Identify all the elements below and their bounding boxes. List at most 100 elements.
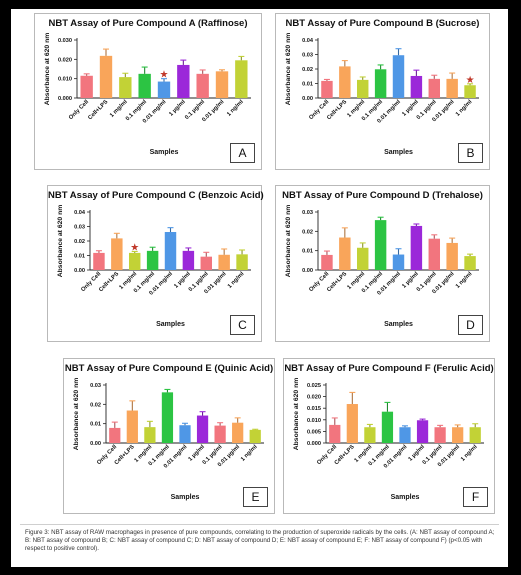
- bar: [196, 415, 209, 443]
- bar: [80, 75, 93, 98]
- y-tick-label: 0.04: [302, 38, 314, 44]
- bar: [469, 427, 481, 443]
- y-tick-label: 0.000: [307, 441, 321, 447]
- bar: [182, 250, 195, 270]
- y-tick-label: 0.02: [302, 67, 313, 73]
- bar: [416, 420, 429, 443]
- bar: [346, 404, 358, 443]
- y-tick-label: 0.00: [74, 268, 85, 274]
- x-axis-label: Samples: [150, 149, 179, 156]
- y-axis-label: Absorbance at 620 nm: [57, 205, 64, 278]
- bar: [215, 71, 229, 98]
- chart-title: NBT Assay of Pure Compound C (Benzoic Ac…: [48, 190, 264, 201]
- bar: [249, 429, 261, 443]
- bar: [232, 422, 244, 443]
- y-tick-label: 0.03: [302, 210, 313, 216]
- significance-star: ★: [466, 75, 475, 86]
- bar: [399, 427, 411, 443]
- chart-title: NBT Assay of Pure Compound B (Sucrose): [285, 18, 480, 29]
- chart-panel-f: NBT Assay of Pure Compound F (Ferulic Ac…: [283, 358, 495, 514]
- x-axis-label: Samples: [391, 494, 420, 501]
- bar-chart: Absorbance at 620 nm 0.000.010.020.03Only…: [73, 378, 264, 501]
- bar: [374, 220, 387, 270]
- bar: [161, 392, 174, 443]
- x-axis-label: Samples: [384, 321, 413, 328]
- y-tick-label: 0.01: [90, 422, 101, 428]
- y-tick-label: 0.015: [307, 406, 321, 412]
- bar: [235, 60, 248, 98]
- bar: [146, 250, 159, 270]
- y-tick-label: 0.010: [58, 77, 72, 83]
- y-tick-label: 0.00: [90, 441, 101, 447]
- bar-chart: Absorbance at 620 nm 0.00 0.01 0.02 0.03 0.04…: [285, 33, 479, 156]
- panel-letter: E: [243, 487, 268, 507]
- bar: [339, 237, 351, 270]
- y-tick-label: 0.00: [302, 268, 313, 274]
- y-tick-label: 0.03: [90, 383, 101, 389]
- bar: [374, 69, 387, 98]
- bar: [138, 73, 151, 98]
- y-tick-label: 0.02: [302, 229, 313, 235]
- x-axis-label: Samples: [384, 149, 413, 156]
- bar: [339, 66, 351, 98]
- bar-chart: Absorbance at 620 nm 0.000 0.010 0.020 0.030…: [44, 33, 251, 156]
- chart-title: NBT Assay of Pure Compound A (Raffinose): [48, 18, 248, 29]
- bar: [200, 256, 213, 270]
- panel-letter: B: [458, 143, 483, 163]
- bar: [214, 425, 226, 443]
- chart-panel-b: NBT Assay of Pure Compound B (Sucrose) A…: [275, 13, 490, 170]
- bar-chart: Absorbance at 620 nm 0.000 0.005 0.010 0.015…: [293, 378, 484, 501]
- bar: [99, 55, 113, 98]
- bar: [179, 425, 191, 443]
- y-tick-label: 0.02: [74, 239, 85, 245]
- panel-letter: D: [458, 315, 483, 335]
- x-tick-label: 1 ng/ml: [226, 99, 245, 118]
- x-tick-label: 1 ng/ml: [455, 99, 474, 118]
- bar: [321, 254, 333, 270]
- x-axis-label: Samples: [156, 321, 185, 328]
- y-axis-label: Absorbance at 620 nm: [44, 33, 51, 106]
- y-tick-label: 0.04: [74, 210, 86, 216]
- chart-panel-e: NBT Assay of Pure Compound E (Quinic Aci…: [63, 358, 275, 514]
- bar: [464, 85, 476, 98]
- bar: [446, 242, 458, 270]
- bar: [410, 225, 423, 270]
- bar: [446, 78, 458, 98]
- bar: [119, 77, 132, 98]
- bar: [392, 254, 405, 270]
- panel-letter: A: [230, 143, 255, 163]
- bar: [236, 254, 248, 270]
- y-tick-label: 0.02: [90, 402, 101, 408]
- y-tick-label: 0.01: [302, 82, 313, 88]
- y-tick-label: 0.010: [307, 418, 321, 424]
- bar: [428, 78, 441, 98]
- bar: [93, 252, 105, 270]
- bar: [434, 427, 446, 443]
- bar-chart: Absorbance at 620 nm 0.00 0.01 0.02 0.03 0.04…: [57, 205, 251, 328]
- y-tick-label: 0.000: [58, 96, 72, 102]
- chart-panel-a: NBT Assay of Pure Compound A (Raffinose)…: [34, 13, 262, 170]
- y-tick-label: 0.01: [302, 249, 313, 255]
- bar: [364, 427, 376, 443]
- y-tick-label: 0.00: [302, 96, 313, 102]
- bar: [196, 73, 209, 98]
- bar: [177, 64, 190, 98]
- bar: [128, 252, 141, 270]
- bar: [157, 81, 171, 98]
- figure-caption: Figure 3: NBT assay of RAW macrophages i…: [25, 529, 495, 553]
- y-tick-label: 0.020: [58, 57, 72, 63]
- x-tick-label: 1 ng/ml: [460, 444, 479, 463]
- bar: [392, 55, 405, 98]
- x-tick-label: 1 ng/ml: [455, 271, 474, 290]
- bar: [321, 80, 333, 98]
- x-axis-label: Samples: [171, 494, 200, 501]
- bar: [428, 238, 441, 270]
- x-tick-label: Cell+LPS: [98, 271, 120, 293]
- x-tick-label: Cell+LPS: [326, 271, 348, 293]
- bar: [144, 427, 156, 443]
- y-tick-label: 0.005: [307, 429, 321, 435]
- y-axis-label: Absorbance at 620 nm: [285, 33, 292, 106]
- panel-letter: F: [463, 487, 488, 507]
- significance-star: ★: [130, 242, 139, 253]
- y-axis-label: Absorbance at 620 nm: [73, 378, 80, 451]
